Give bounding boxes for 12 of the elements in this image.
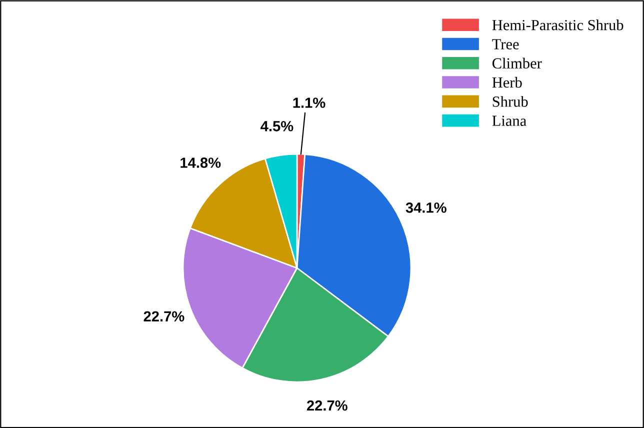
data-label: 34.1% [406, 202, 446, 213]
legend-label: Tree [492, 39, 519, 50]
legend-label: Liana [492, 116, 526, 126]
legend-label: Herb [492, 76, 522, 88]
data-label: 22.7% [306, 400, 348, 411]
data-label: 22.7% [144, 311, 184, 322]
legend-label: Hemi-Parasitic Shrub [492, 20, 624, 30]
legend-label: Climber [492, 58, 542, 69]
data-label: 4.5% [260, 121, 294, 132]
data-label: 1.1% [293, 98, 326, 108]
legend-label: Shrub [492, 96, 528, 107]
data-label: 14.8% [180, 158, 221, 168]
